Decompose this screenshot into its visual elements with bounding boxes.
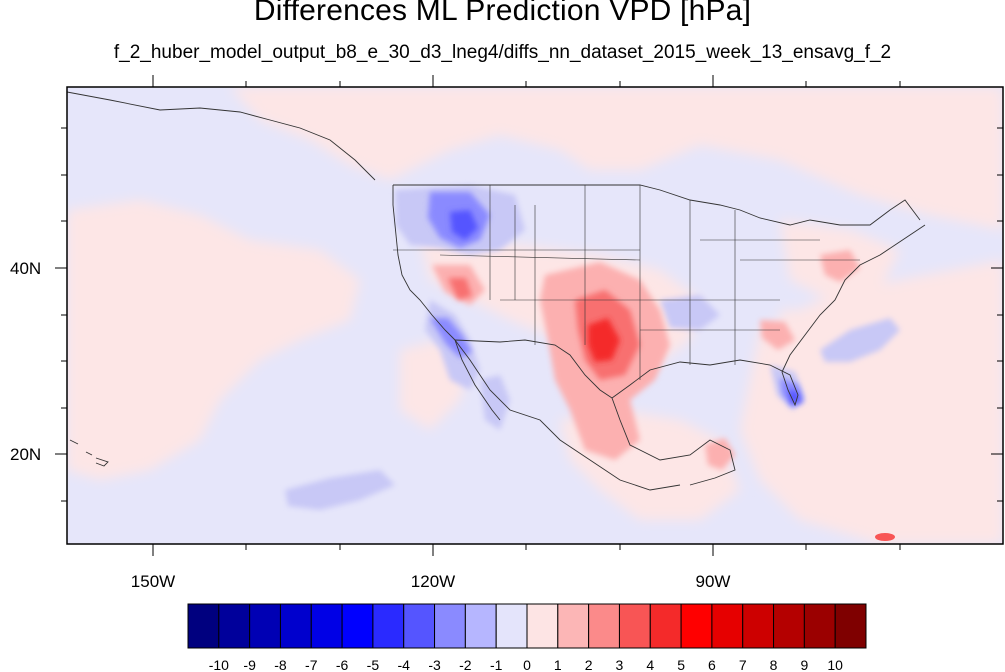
map-subtitle: f_2_huber_model_output_b8_e_30_d3_lneg4/… [113,42,892,63]
colorbar-label: -9 [243,657,256,672]
colorbar-label: -3 [428,657,441,672]
colorbar-swatch [464,603,497,649]
us-canada-border [393,184,921,226]
us-mexico-border [454,339,613,399]
colorbar-swatch [557,603,590,649]
hawaii [69,439,109,467]
colorbar-label: -6 [336,657,349,672]
colorbar-swatch [526,603,559,649]
positive-anomaly-light [67,87,1003,544]
colorbar-swatch [341,603,374,649]
colorbar: -10 -9 -8 -7 -6 -5 -4 -3 -2 -1 0 1 2 3 4 5 6 7 8 9 10 [187,603,867,672]
colorbar-swatch [403,603,436,649]
yucatan [611,397,736,486]
colorbar-swatch [618,603,651,649]
colorbar-label: 9 [800,657,808,672]
colorbar-swatch [372,603,405,649]
colorbar-label: -8 [274,657,287,672]
colorbar-label: -2 [459,657,472,672]
colorbar-label: -4 [398,657,411,672]
colorbar-swatch [649,603,682,649]
colorbar-swatch [588,603,620,649]
colorbar-swatch [434,603,466,649]
gulf-coast [611,359,799,407]
colorbar-label: 1 [554,657,562,672]
colorbar-swatch [803,603,836,649]
colorbar-label: 2 [585,657,593,672]
colorbar-swatch [711,603,744,649]
lat-label-20n: 20N [10,445,41,464]
lon-label-90w: 90W [696,572,731,591]
colorbar-label: 7 [739,657,747,672]
colorbar-swatch [187,603,220,649]
axis-ticks [55,75,1003,556]
colorbar-swatch [310,603,343,649]
colorbar-label: 3 [616,657,624,672]
map-title: Differences ML Prediction VPD [hPa] [253,0,752,27]
lon-label-120w: 120W [411,572,455,591]
colorbar-label: -7 [305,657,318,672]
colorbar-swatch [218,603,251,649]
lon-label-150w: 150W [131,572,175,591]
colorbar-label: -10 [209,657,229,672]
alaska-coast [67,91,376,181]
positive-anomaly-small [875,533,895,541]
positive-anomaly-peak [588,318,620,362]
colorbar-label: -1 [490,657,503,672]
colorbar-swatch [249,603,281,649]
colorbar-swatch [834,603,867,649]
lat-label-40n: 40N [10,259,41,278]
colorbar-swatch [279,603,312,649]
baja-california [454,339,501,421]
colorbar-label: 8 [770,657,778,672]
east-coast [781,224,926,373]
colorbar-label: -5 [367,657,380,672]
colorbar-label: 10 [827,657,843,672]
colorbar-swatch [773,603,805,649]
mexico-pacific-coast [454,339,681,491]
colorbar-label: 5 [677,657,685,672]
colorbar-label: 4 [646,657,654,672]
state-lines [393,185,860,380]
us-west-coast [392,185,456,341]
colorbar-swatch [495,603,528,649]
colorbar-label: 0 [523,657,531,672]
colorbar-swatch [680,603,713,649]
colorbar-label: 6 [708,657,716,672]
colorbar-swatch [742,603,775,649]
coastlines-and-borders [67,91,926,491]
